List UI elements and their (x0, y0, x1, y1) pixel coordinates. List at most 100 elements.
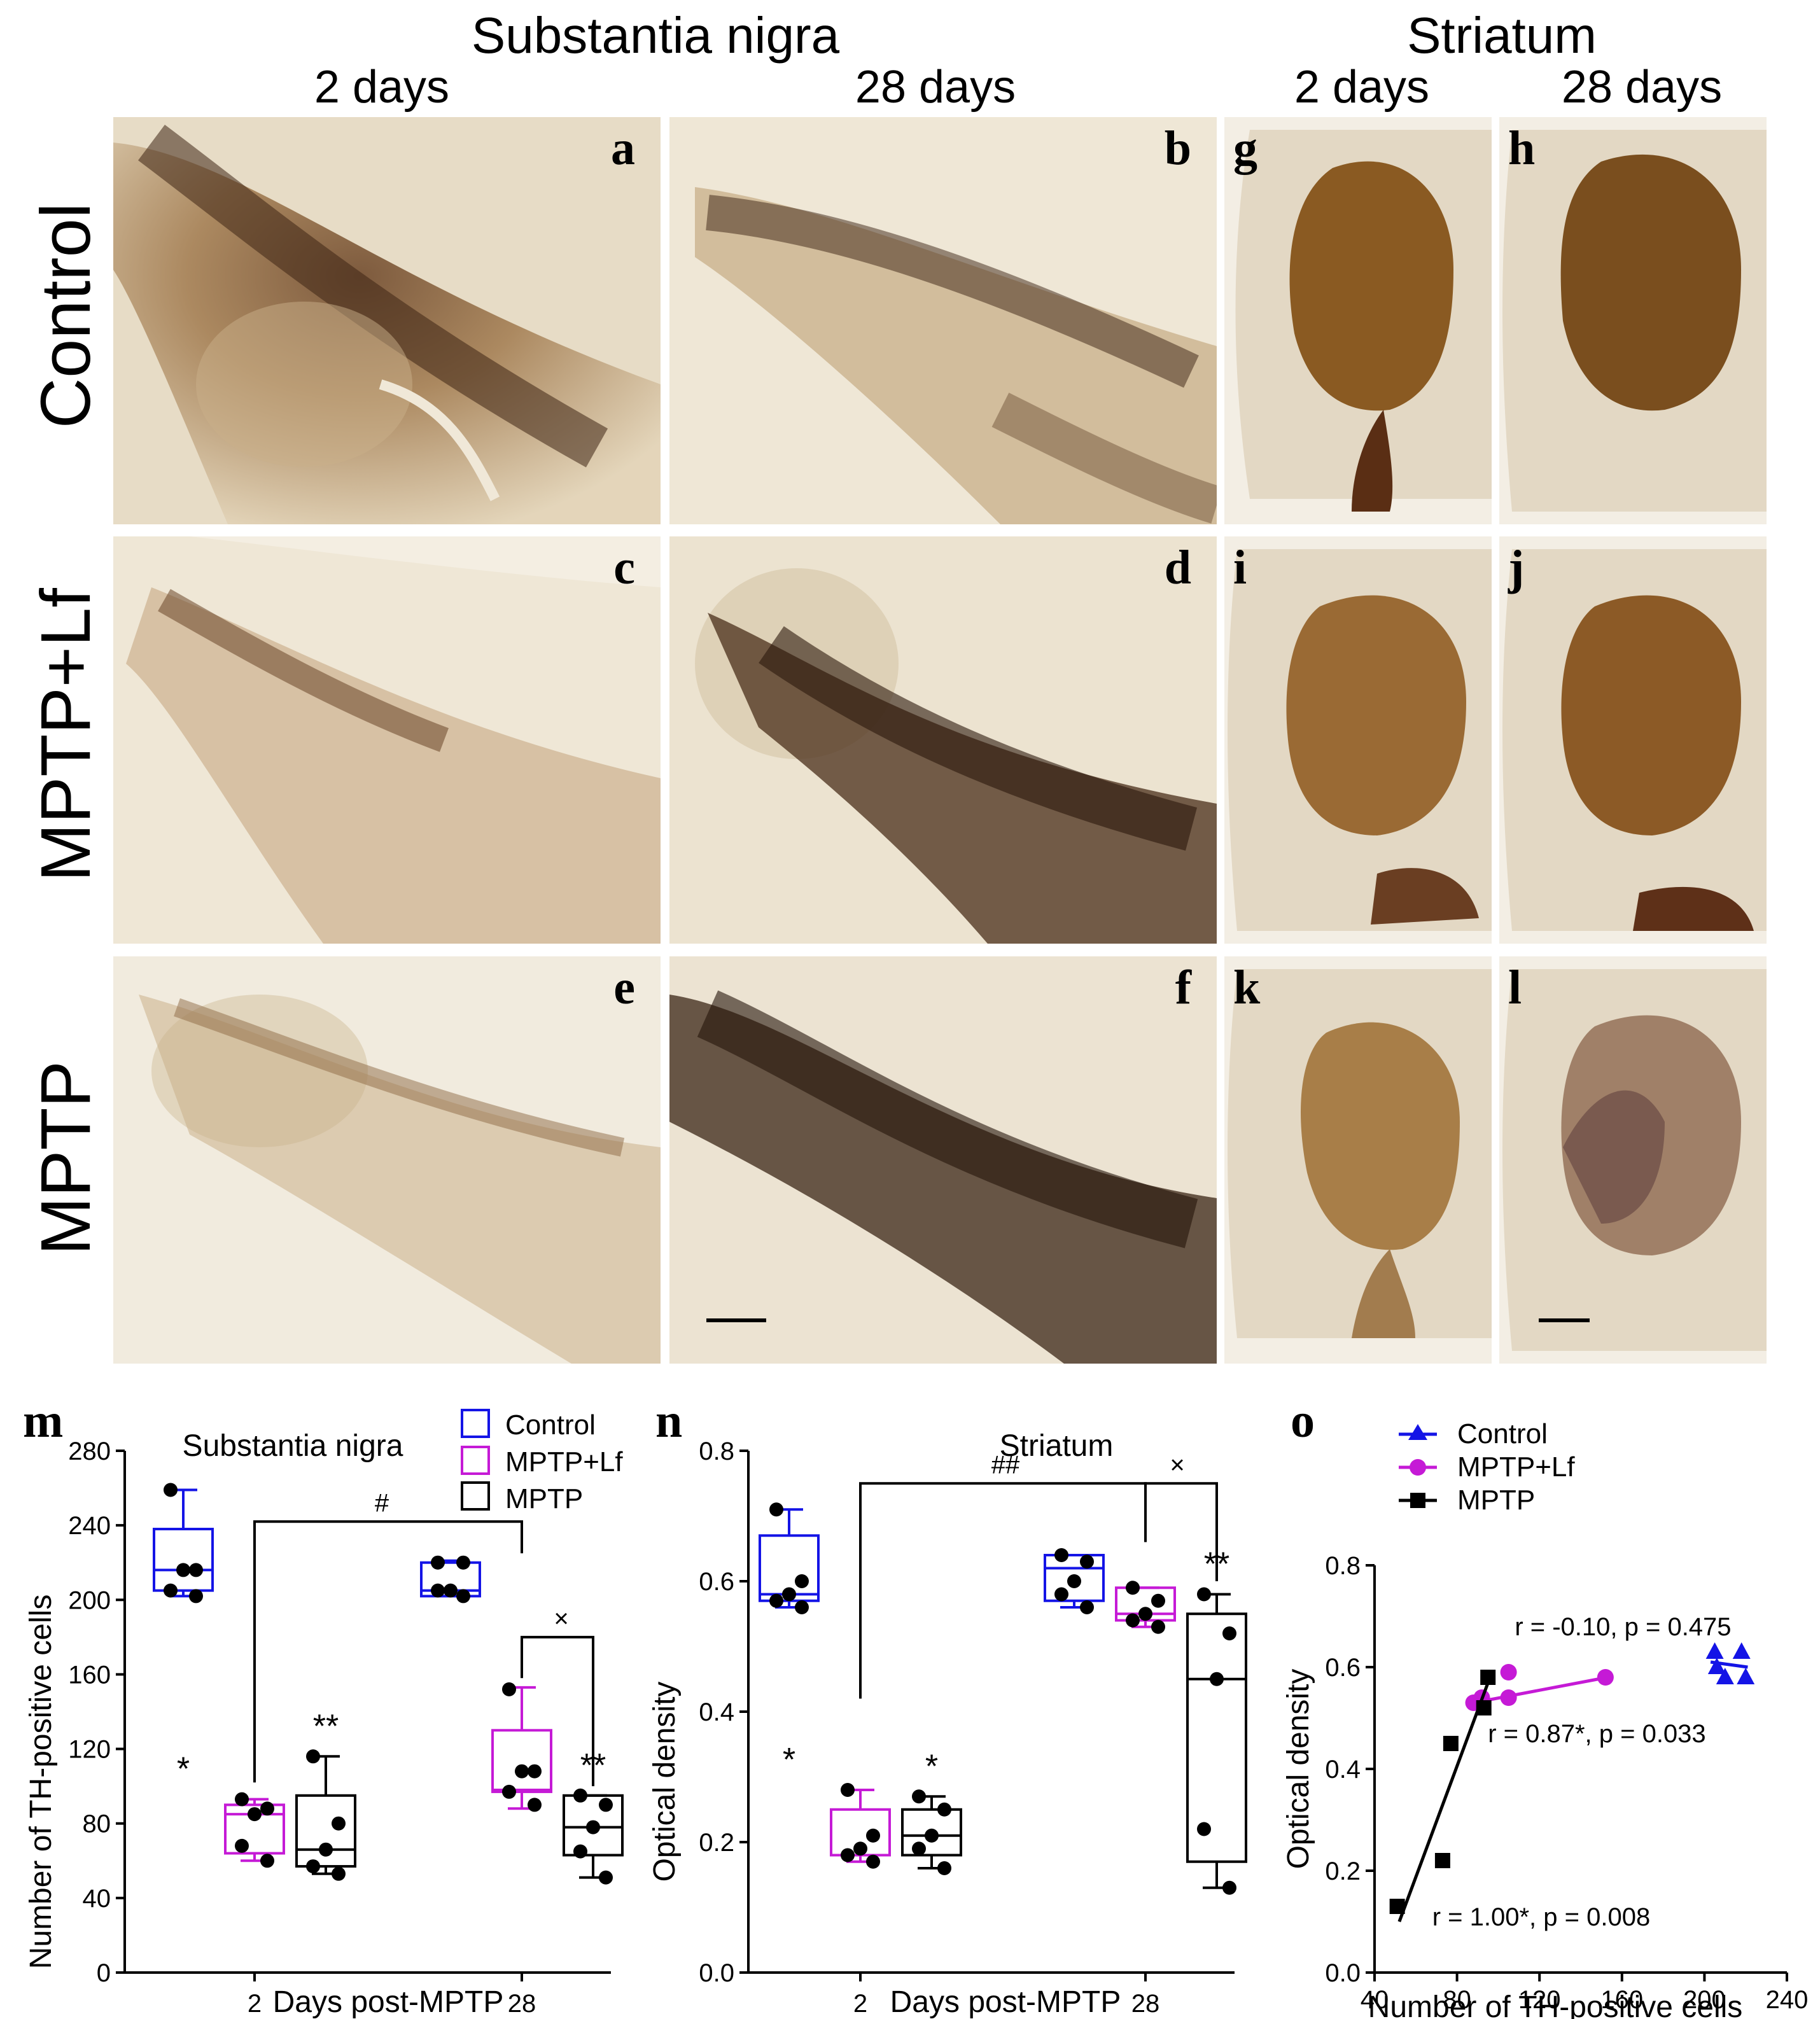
sn-stain-f (669, 956, 1217, 1364)
striatum-stain-j (1499, 536, 1767, 944)
striatum-section-j: j (1499, 536, 1767, 944)
n-xtick-label: 28 (1131, 1990, 1160, 2018)
n-control-day28-box (1044, 1554, 1105, 1602)
striatum-stain-k (1224, 956, 1492, 1364)
chart-m-annot-cross: × (554, 1605, 568, 1633)
legend-label-control-o: Control (1457, 1418, 1548, 1450)
n-mptp-lf-day2-point (853, 1841, 867, 1856)
row-label-mptp: MPTP (27, 1061, 105, 1255)
o-control-point (1737, 1668, 1755, 1684)
n-bracket-cross (1144, 1482, 1218, 1581)
chart-m-title: Substantia nigra (183, 1429, 403, 1463)
n-control-day2-point (769, 1593, 783, 1608)
m-mptp-lf-day28-point (515, 1764, 529, 1778)
micrograph-d: d (669, 536, 1217, 944)
o-mptp-lf-point (1500, 1664, 1517, 1680)
panel-letter-e: e (613, 961, 635, 1014)
panel-letter-i: i (1233, 541, 1247, 594)
micrograph-c: c (113, 536, 661, 944)
m-mptp-lf-day2-point (260, 1801, 274, 1816)
o-ytick-label: 0.0 (1325, 1959, 1361, 1987)
legend-label-mptp-o: MPTP (1457, 1485, 1535, 1516)
chart-n-striatum: Striatum Optical density Days post-MPTP … (648, 1429, 1247, 2019)
m-mptp-lf-day28-point (528, 1764, 542, 1778)
legend-label-mptp-lf-o: MPTP+Lf (1457, 1451, 1575, 1483)
n-control-day28-point (1080, 1600, 1094, 1614)
m-control-day28-point (456, 1555, 470, 1570)
m-mptp-lf-day28-point (528, 1798, 542, 1812)
o-mptp-point (1476, 1700, 1492, 1715)
m-mptp-day28-point (573, 1788, 587, 1803)
striatum-section-k: k (1224, 956, 1492, 1364)
m-bracket-hash (253, 1520, 523, 1783)
micrograph-b: b (669, 117, 1217, 524)
striatum-section-h: h (1499, 117, 1767, 524)
n-mptp-day2-point (937, 1861, 951, 1875)
corr-label-mptp: r = 1.00*, p = 0.008 (1432, 1903, 1650, 1931)
m-mptp-lf-day2-point (235, 1792, 249, 1806)
m-ytick-label: 200 (68, 1586, 111, 1614)
m-control-day2-point (189, 1563, 203, 1577)
legend-label-mptp-lf: MPTP+Lf (505, 1446, 623, 1478)
chart-n-annot-star-mptp2: * (925, 1748, 938, 1785)
o-ytick-label: 0.4 (1325, 1756, 1361, 1784)
m-mptp-day28-point (599, 1870, 613, 1885)
n-mptp-day28-point (1197, 1822, 1211, 1836)
m-ytick-label: 0 (97, 1959, 111, 1987)
n-mptp-lf-day28-point (1126, 1613, 1140, 1628)
m-mptp-lf-day2-point (260, 1854, 274, 1868)
n-mptp-lf-day2-point (841, 1848, 855, 1862)
o-xtick-label: 200 (1683, 1986, 1726, 2014)
m-mptp-lf-day28-point (502, 1784, 516, 1799)
header-st-28-days: 28 days (1561, 62, 1723, 113)
chart-m-legend: Control MPTP+Lf MPTP (461, 1409, 623, 1514)
panel-letter-m: m (23, 1394, 64, 1448)
n-ytick-label: 0.0 (699, 1959, 734, 1987)
o-mptp-point (1480, 1670, 1496, 1685)
m-mptp-lf-day2-point (248, 1807, 262, 1822)
n-mptp-lf-day28-point (1138, 1607, 1152, 1621)
n-bracket-hash (859, 1482, 1147, 1699)
chart-o-xlabel: Number of TH-positive cells (1368, 1990, 1743, 2019)
m-mptp-day2-point (306, 1749, 320, 1764)
panel-letter-l: l (1508, 961, 1522, 1014)
m-mptp-lf-day28-point (502, 1682, 516, 1696)
m-control-day2-box (153, 1528, 214, 1592)
header-substantia-nigra: Substantia nigra (471, 7, 840, 64)
n-ytick-label: 0.8 (699, 1437, 734, 1465)
o-control-point (1705, 1642, 1724, 1659)
chart-n-annot-cross: × (1170, 1451, 1184, 1479)
panel-letter-d: d (1164, 541, 1191, 594)
m-mptp-lf-day28-box (491, 1729, 552, 1793)
m-mptp-day2-point (332, 1866, 346, 1881)
header-sn-2-days: 2 days (314, 62, 450, 113)
sn-stain-c (113, 536, 661, 944)
striatum-section-i: i (1224, 536, 1492, 944)
sn-stain-e (113, 956, 661, 1364)
n-control-day28-point (1080, 1554, 1094, 1569)
m-control-day2-point (164, 1483, 178, 1497)
o-xtick-label: 40 (1361, 1986, 1389, 2014)
o-xtick-label: 80 (1443, 1986, 1471, 2014)
o-mptp-point (1434, 1853, 1450, 1868)
o-mptp-point (1443, 1736, 1459, 1751)
m-ytick-label: 280 (68, 1437, 111, 1465)
panel-letter-j: j (1508, 541, 1525, 594)
o-xtick-label: 120 (1518, 1986, 1561, 2014)
m-ytick-label: 240 (68, 1512, 111, 1540)
m-mptp-day28-point (599, 1798, 613, 1812)
m-mptp-day2-point (306, 1859, 320, 1874)
n-mptp-day2-point (937, 1802, 951, 1817)
m-control-day2-point (164, 1583, 178, 1598)
m-xtick-label: 2 (248, 1990, 262, 2018)
o-control-point (1732, 1642, 1751, 1659)
panel-letter-c: c (613, 541, 635, 594)
n-mptp-lf-day28-point (1126, 1581, 1140, 1595)
m-mptp-lf-day2-point (235, 1838, 249, 1853)
row-label-mptp-lf: MPTP+Lf (27, 588, 105, 882)
chart-n-xlabel: Days post-MPTP (890, 1985, 1121, 2019)
chart-m-annot-star-mptp28: ** (580, 1747, 606, 1784)
o-mptp-point (1389, 1899, 1405, 1914)
panel-letter-a: a (611, 122, 635, 175)
n-mptp-day2-point (925, 1828, 939, 1843)
